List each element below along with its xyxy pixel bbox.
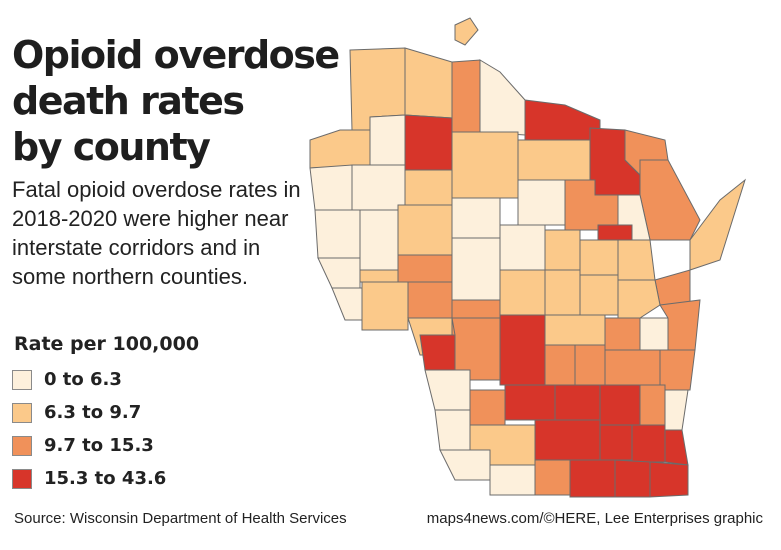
county [309,164,353,211]
county [499,224,546,271]
county [639,317,669,351]
county [544,229,581,271]
legend-item: 0 to 6.3 [12,363,199,396]
legend-item: 9.7 to 15.3 [12,429,199,462]
county [604,317,641,351]
county [404,47,453,119]
county [469,389,506,426]
county [434,409,471,451]
county [359,269,399,283]
county [504,384,556,421]
county [451,317,501,381]
county [451,237,501,301]
county [351,164,406,211]
legend-label: 15.3 to 43.6 [44,468,167,489]
county [579,239,619,276]
county [489,464,536,496]
county [454,17,479,46]
legend-label: 6.3 to 9.7 [44,402,142,423]
credit-note: maps4news.com/©HERE, Lee Enterprises gra… [426,510,763,527]
county [544,314,606,346]
legend-item: 15.3 to 43.6 [12,462,199,495]
county [451,131,519,199]
county [404,114,453,171]
county [361,281,409,331]
legend-swatch [12,435,32,456]
county [631,424,666,463]
county [404,169,453,206]
county [397,254,453,283]
county [419,334,456,371]
county [554,384,601,421]
legend-swatch [12,369,32,390]
county [544,269,581,316]
county [639,159,701,241]
map-subtitle: Fatal opioid overdose rates in 2018-2020… [12,177,301,289]
county [479,59,526,136]
county [397,204,453,256]
county [664,389,689,431]
county [639,384,666,426]
county [317,257,361,289]
county [439,449,491,481]
legend: Rate per 100,000 0 to 6.3 6.3 to 9.7 9.7… [12,333,199,495]
county [451,197,501,239]
county [574,344,606,386]
legend-swatch [12,402,32,423]
title-line-2: death rates [12,79,245,123]
map-title: Opioid overdose death rates by county [12,32,340,170]
legend-item: 6.3 to 9.7 [12,396,199,429]
county [534,459,571,496]
county [599,384,641,426]
legend-label: 0 to 6.3 [44,369,122,390]
county [451,59,481,133]
county [534,419,601,461]
source-note: Source: Wisconsin Department of Health S… [14,510,347,527]
county [499,269,546,316]
county [407,281,453,319]
county [369,114,406,166]
legend-label: 9.7 to 15.3 [44,435,154,456]
county [689,178,746,271]
county [314,209,361,259]
county [524,99,601,141]
title-line-1: Opioid overdose [12,33,340,77]
county [664,429,689,466]
county [544,344,576,386]
county [424,369,471,411]
county [331,287,363,321]
county [654,269,691,306]
county [617,279,661,319]
county [599,424,633,461]
county [604,349,661,386]
county [309,129,371,169]
county [614,459,651,498]
county [649,461,689,498]
legend-title: Rate per 100,000 [14,333,200,355]
county [517,179,566,226]
county [617,239,656,281]
county [517,139,591,181]
wisconsin-county-map [309,17,746,498]
county [579,274,619,316]
title-line-3: by county [12,125,211,169]
legend-swatch [12,468,32,489]
county [569,459,616,498]
county [659,349,696,391]
county [499,314,546,386]
county [359,209,399,271]
